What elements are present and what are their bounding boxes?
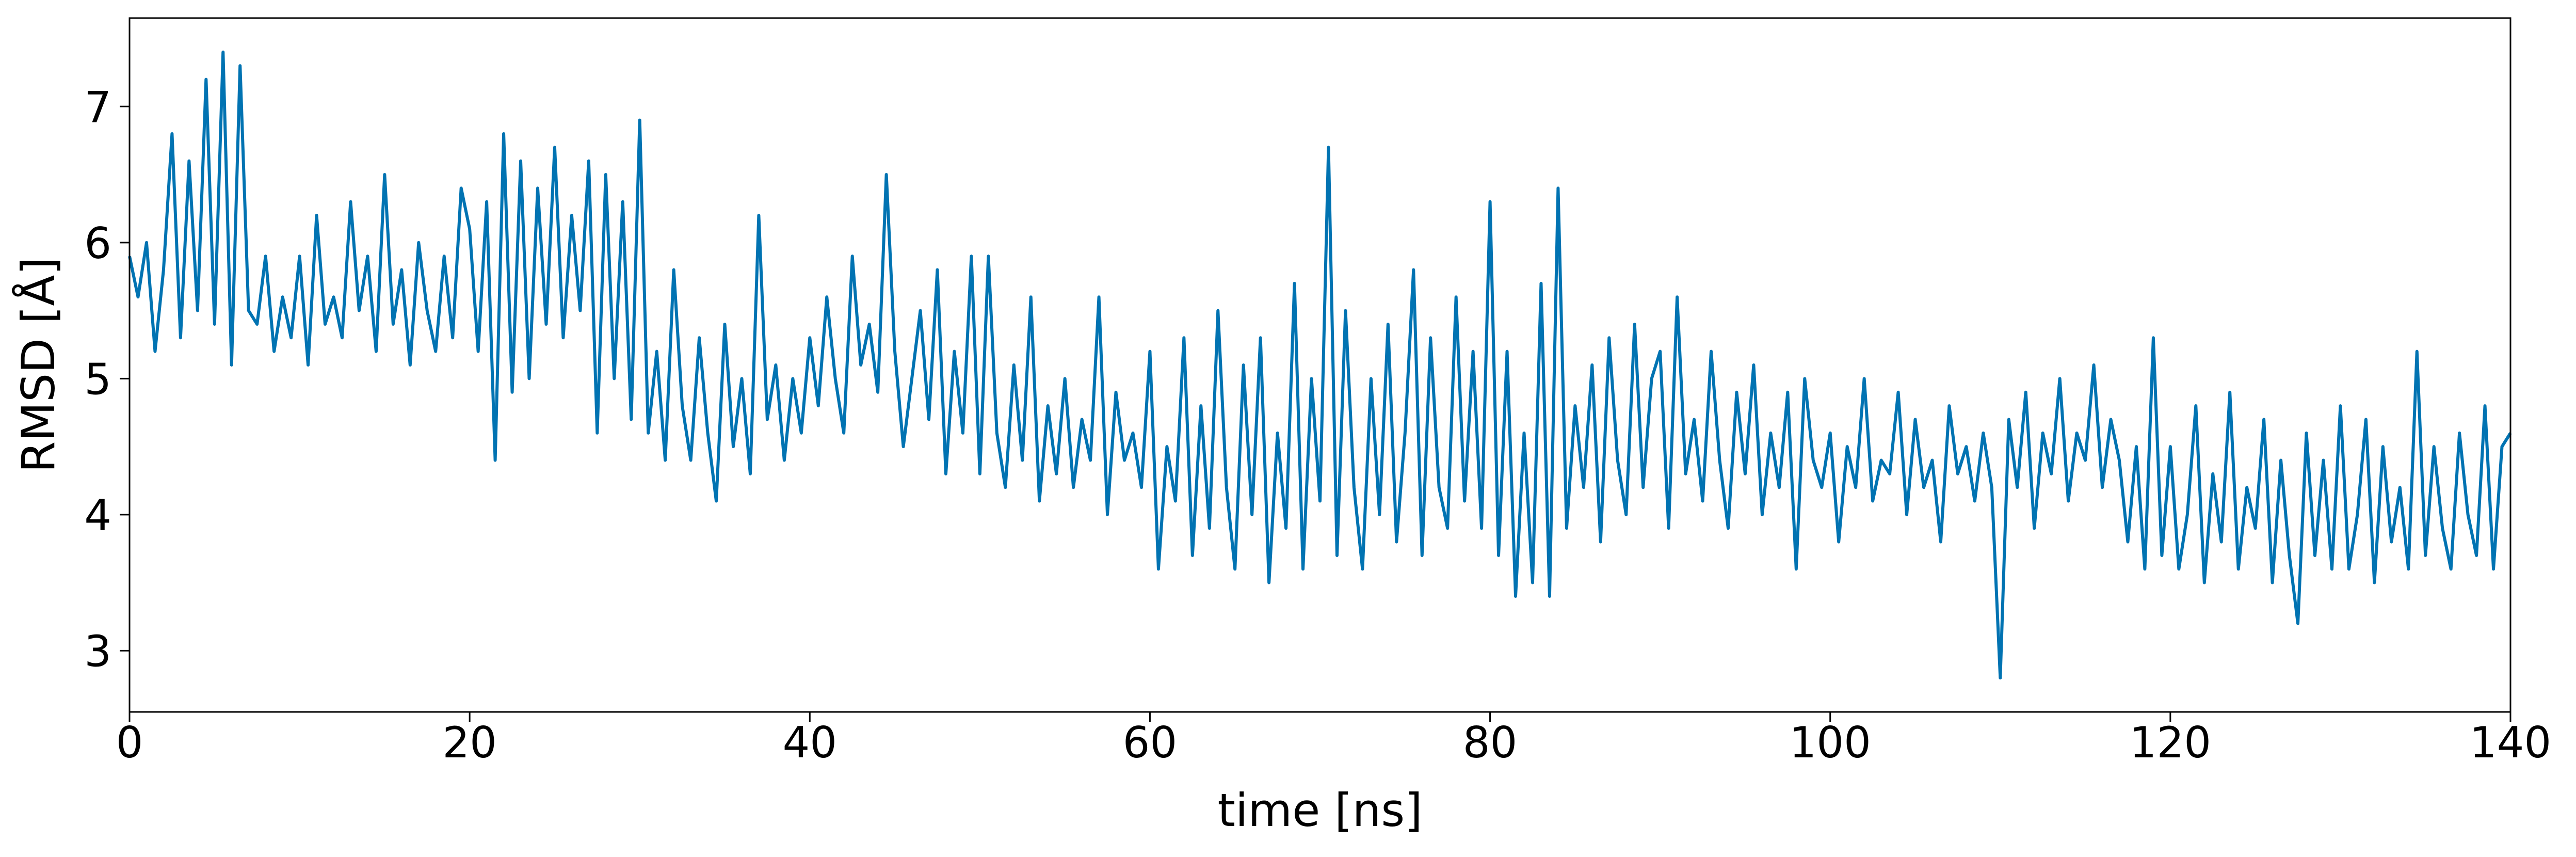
x-tick-label: 60 (1123, 718, 1178, 768)
y-tick-label: 6 (84, 218, 111, 268)
y-tick-label: 5 (84, 354, 111, 404)
x-tick-label: 140 (2470, 718, 2551, 768)
y-axis-label: RMSD [Å] (12, 257, 65, 473)
x-tick-label: 20 (442, 718, 497, 768)
plot-frame (128, 17, 2511, 713)
x-tick-label: 40 (782, 718, 837, 768)
x-tick-label: 120 (2130, 718, 2211, 768)
x-tick-label: 0 (116, 718, 143, 768)
data-line (128, 50, 2512, 680)
x-tick-label: 100 (1790, 718, 1871, 768)
x-tick-label: 80 (1463, 718, 1518, 768)
y-tick-label: 4 (84, 490, 111, 541)
y-tick-label: 7 (84, 82, 111, 132)
y-tick-label: 3 (84, 626, 111, 676)
x-axis-label: time [ns] (1217, 784, 1422, 837)
